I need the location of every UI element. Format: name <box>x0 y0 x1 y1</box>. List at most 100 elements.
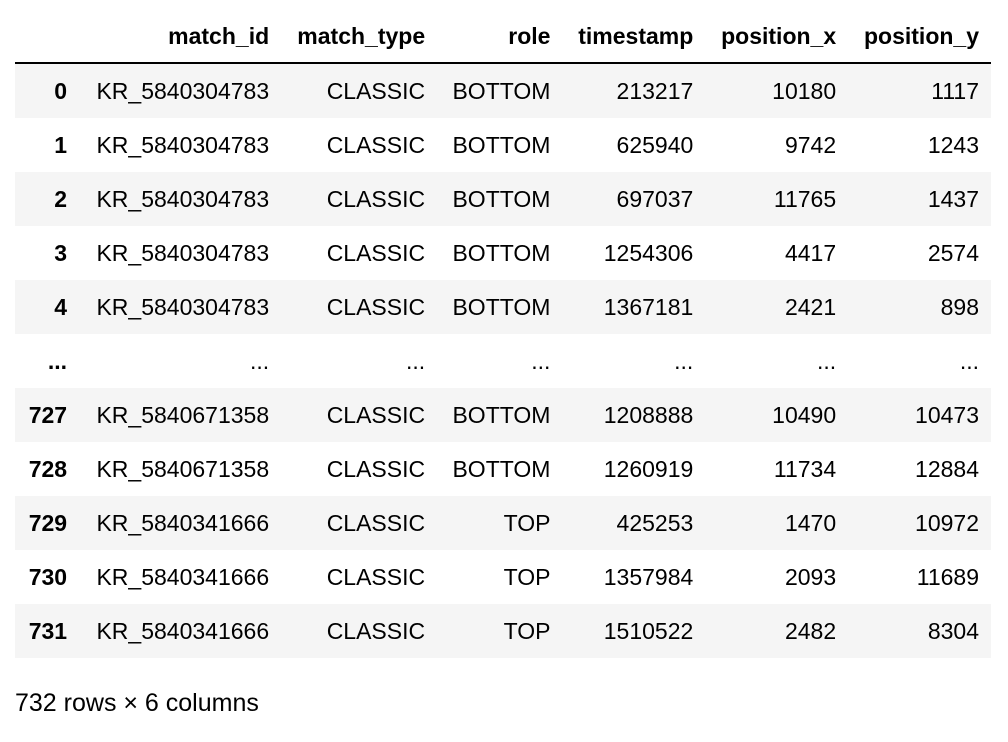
cell-position-y: 10473 <box>915 401 979 428</box>
column-header-match-id: match_id <box>79 10 282 64</box>
table-row: 2 KR_5840304783 CLASSIC BOTTOM 697037 11… <box>15 172 991 226</box>
cell-role: BOTTOM <box>452 401 551 428</box>
table-row: 1 KR_5840304783 CLASSIC BOTTOM 625940 97… <box>15 118 991 172</box>
row-index: 0 <box>54 77 68 104</box>
row-index: 731 <box>28 617 68 644</box>
table-row: 731 KR_5840341666 CLASSIC TOP 1510522 24… <box>15 604 991 658</box>
column-header-position-x: position_x <box>705 10 849 64</box>
cell-match-id: KR_5840304783 <box>96 131 270 158</box>
cell-position-y: 2574 <box>927 239 979 266</box>
cell-position-x: 11765 <box>773 185 837 212</box>
cell-match-type: CLASSIC <box>326 239 426 266</box>
cell-timestamp: 213217 <box>616 77 694 104</box>
cell-timestamp: 425253 <box>616 509 694 536</box>
cell-position-x: 1470 <box>784 509 837 536</box>
cell-position-y: 12884 <box>915 455 979 482</box>
cell-timestamp: 1510522 <box>603 617 694 644</box>
cell-position-x: 9742 <box>784 131 837 158</box>
cell-role: ... <box>531 347 551 374</box>
header-row: match_id match_type role timestamp posit… <box>15 10 991 64</box>
cell-position-x: 4417 <box>784 239 837 266</box>
row-index: ... <box>47 347 68 374</box>
cell-timestamp: 697037 <box>616 185 694 212</box>
cell-match-type: CLASSIC <box>326 185 426 212</box>
table-row: 3 KR_5840304783 CLASSIC BOTTOM 1254306 4… <box>15 226 991 280</box>
cell-position-y: 10972 <box>915 509 979 536</box>
cell-timestamp: 625940 <box>616 131 694 158</box>
cell-position-y: 8304 <box>927 617 979 644</box>
cell-position-x: 10490 <box>772 401 837 428</box>
index-header <box>15 10 80 64</box>
cell-match-id: KR_5840341666 <box>96 509 270 536</box>
cell-role: BOTTOM <box>452 131 551 158</box>
cell-position-x: 2421 <box>784 293 837 320</box>
column-header-role: role <box>437 10 563 64</box>
table-row: 727 KR_5840671358 CLASSIC BOTTOM 1208888… <box>15 388 991 442</box>
cell-role: BOTTOM <box>452 77 551 104</box>
cell-match-type: CLASSIC <box>326 131 426 158</box>
cell-position-y: ... <box>959 347 979 374</box>
cell-match-type: CLASSIC <box>326 509 426 536</box>
cell-position-y: 11689 <box>916 563 979 590</box>
cell-timestamp: 1367181 <box>603 293 694 320</box>
cell-position-y: 898 <box>940 293 979 320</box>
cell-position-y: 1437 <box>927 185 979 212</box>
column-header-position-y: position_y <box>848 10 991 64</box>
cell-match-id: KR_5840671358 <box>96 401 270 428</box>
cell-role: TOP <box>503 617 551 644</box>
cell-match-id: KR_5840304783 <box>96 239 270 266</box>
cell-match-type: CLASSIC <box>326 293 426 320</box>
cell-match-id: ... <box>249 347 270 374</box>
table-row: 728 KR_5840671358 CLASSIC BOTTOM 1260919… <box>15 442 991 496</box>
cell-match-id: KR_5840341666 <box>96 617 270 644</box>
cell-position-x: ... <box>816 347 837 374</box>
cell-position-x: 11734 <box>773 455 837 482</box>
table-row: 4 KR_5840304783 CLASSIC BOTTOM 1367181 2… <box>15 280 991 334</box>
row-index: 3 <box>54 239 68 266</box>
column-header-timestamp: timestamp <box>562 10 706 64</box>
row-index: 2 <box>54 185 68 212</box>
table-row: 730 KR_5840341666 CLASSIC TOP 1357984 20… <box>15 550 991 604</box>
cell-position-y: 1117 <box>931 77 979 104</box>
row-index: 729 <box>28 509 68 536</box>
cell-position-x: 2482 <box>784 617 837 644</box>
table-row: 729 KR_5840341666 CLASSIC TOP 425253 147… <box>15 496 991 550</box>
cell-role: TOP <box>503 563 551 590</box>
cell-match-type: CLASSIC <box>326 401 426 428</box>
dataframe-shape-summary: 732 rows × 6 columns <box>15 689 259 717</box>
row-index: 1 <box>54 131 68 158</box>
cell-role: BOTTOM <box>452 293 551 320</box>
cell-match-type: CLASSIC <box>326 563 426 590</box>
table-row: 0 KR_5840304783 CLASSIC BOTTOM 213217 10… <box>15 63 991 118</box>
cell-role: BOTTOM <box>452 239 551 266</box>
row-index: 4 <box>54 293 68 320</box>
cell-match-id: KR_5840304783 <box>96 77 270 104</box>
cell-match-id: KR_5840671358 <box>96 455 270 482</box>
table-header: match_id match_type role timestamp posit… <box>15 10 991 64</box>
cell-timestamp: 1357984 <box>603 563 694 590</box>
column-header-match-type: match_type <box>281 10 438 64</box>
cell-role: BOTTOM <box>452 185 551 212</box>
cell-timestamp: 1208888 <box>603 401 694 428</box>
row-index: 728 <box>28 455 68 482</box>
row-index: 727 <box>28 401 68 428</box>
cell-match-type: CLASSIC <box>326 455 426 482</box>
cell-match-type: CLASSIC <box>326 617 426 644</box>
cell-timestamp: ... <box>674 347 694 374</box>
cell-match-type: ... <box>405 347 426 374</box>
cell-role: BOTTOM <box>452 455 551 482</box>
table-body: 0 KR_5840304783 CLASSIC BOTTOM 213217 10… <box>15 63 991 658</box>
dataframe-table: match_id match_type role timestamp posit… <box>15 10 991 658</box>
cell-match-id: KR_5840304783 <box>96 185 270 212</box>
cell-role: TOP <box>503 509 551 536</box>
cell-match-id: KR_5840341666 <box>96 563 270 590</box>
cell-match-type: CLASSIC <box>326 77 426 104</box>
cell-timestamp: 1254306 <box>603 239 694 266</box>
cell-position-x: 10180 <box>772 77 837 104</box>
cell-match-id: KR_5840304783 <box>96 293 270 320</box>
cell-position-y: 1243 <box>927 131 979 158</box>
cell-position-x: 2093 <box>784 563 837 590</box>
table-row-ellipsis: ... ... ... ... ... ... ... <box>15 334 991 388</box>
row-index: 730 <box>28 563 68 590</box>
